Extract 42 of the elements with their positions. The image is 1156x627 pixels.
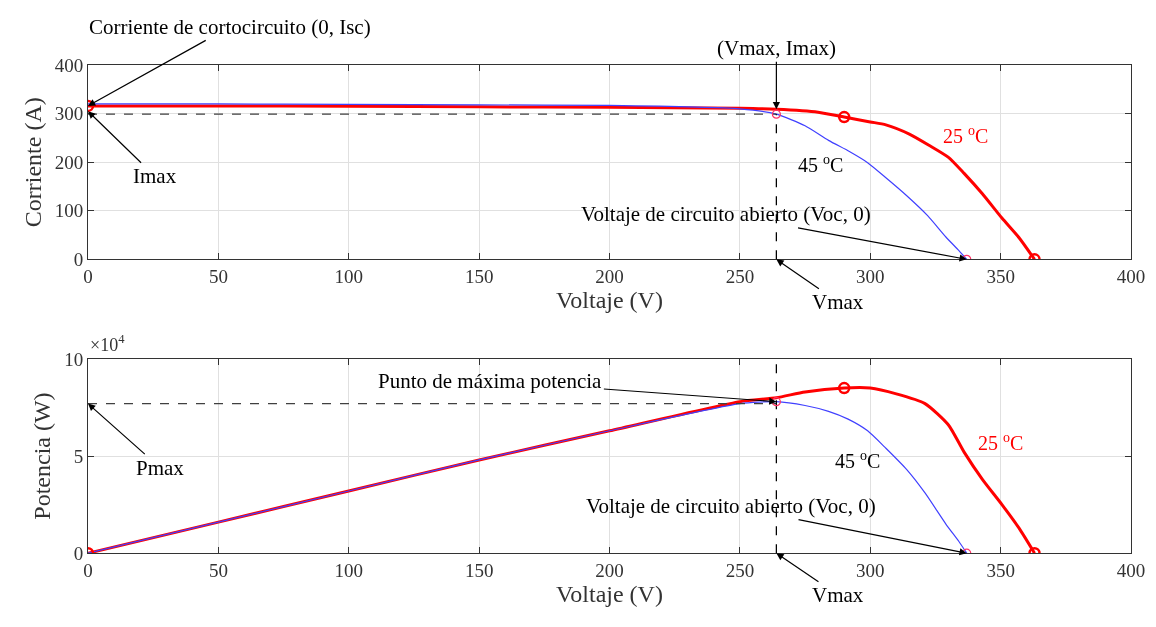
x-axis-title: Voltaje (V) — [556, 580, 663, 607]
annotation: Pmax — [136, 456, 185, 480]
y-tick-label: 100 — [54, 200, 84, 222]
y-tick-label: 0 — [73, 542, 84, 564]
x-tick-label: 200 — [595, 266, 624, 288]
x-tick-label: 150 — [464, 266, 494, 288]
annotation: Punto de máxima potencia — [378, 369, 603, 393]
annotation: Vmax — [812, 290, 864, 314]
y-tick-label: 200 — [54, 151, 84, 173]
annotation: Vmax — [812, 583, 864, 607]
x-tick-label: 350 — [986, 266, 1015, 288]
x-tick-label: 250 — [725, 266, 755, 288]
y-tick-label: 0 — [73, 249, 84, 271]
y-axis-title: Corriente (A) — [19, 97, 46, 228]
y-axis-title: Potencia (W) — [29, 392, 56, 520]
series-label: 25 $^{o}$C — [978, 430, 1024, 455]
annotation: (Vmax, Imax) — [717, 36, 836, 60]
annotation: Corriente de cortocircuito (0, Isc) — [89, 15, 371, 39]
x-tick-label: 150 — [464, 559, 494, 581]
x-tick-label: 350 — [986, 559, 1015, 581]
x-tick-label: 300 — [856, 266, 885, 288]
annotation: Voltaje de circuito abierto (Voc, 0) — [586, 494, 876, 518]
text: ×10$^{4}$ — [90, 332, 126, 355]
y-tick-label: 10 — [64, 348, 84, 370]
y-tick-label: 400 — [54, 54, 84, 76]
x-tick-label: 300 — [856, 559, 885, 581]
x-tick-label: 100 — [334, 266, 363, 288]
x-tick-label: 50 — [208, 559, 228, 581]
x-tick-label: 400 — [1116, 266, 1146, 288]
y-tick-label: 300 — [54, 103, 84, 125]
x-tick-label: 250 — [725, 559, 755, 581]
x-tick-label: 100 — [334, 559, 363, 581]
y-tick-label: 5 — [73, 445, 84, 467]
x-tick-label: 200 — [595, 559, 624, 581]
series-label: 45 $^{o}$C — [835, 448, 881, 473]
x-tick-label: 50 — [208, 266, 228, 288]
annotation: Imax — [133, 164, 177, 188]
series-label: 25 $^{o}$C — [943, 123, 989, 148]
series-label: 45 $^{o}$C — [798, 152, 844, 177]
x-tick-label: 400 — [1116, 559, 1146, 581]
annotation: Voltaje de circuito abierto (Voc, 0) — [581, 202, 871, 226]
x-axis-title: Voltaje (V) — [556, 287, 663, 314]
